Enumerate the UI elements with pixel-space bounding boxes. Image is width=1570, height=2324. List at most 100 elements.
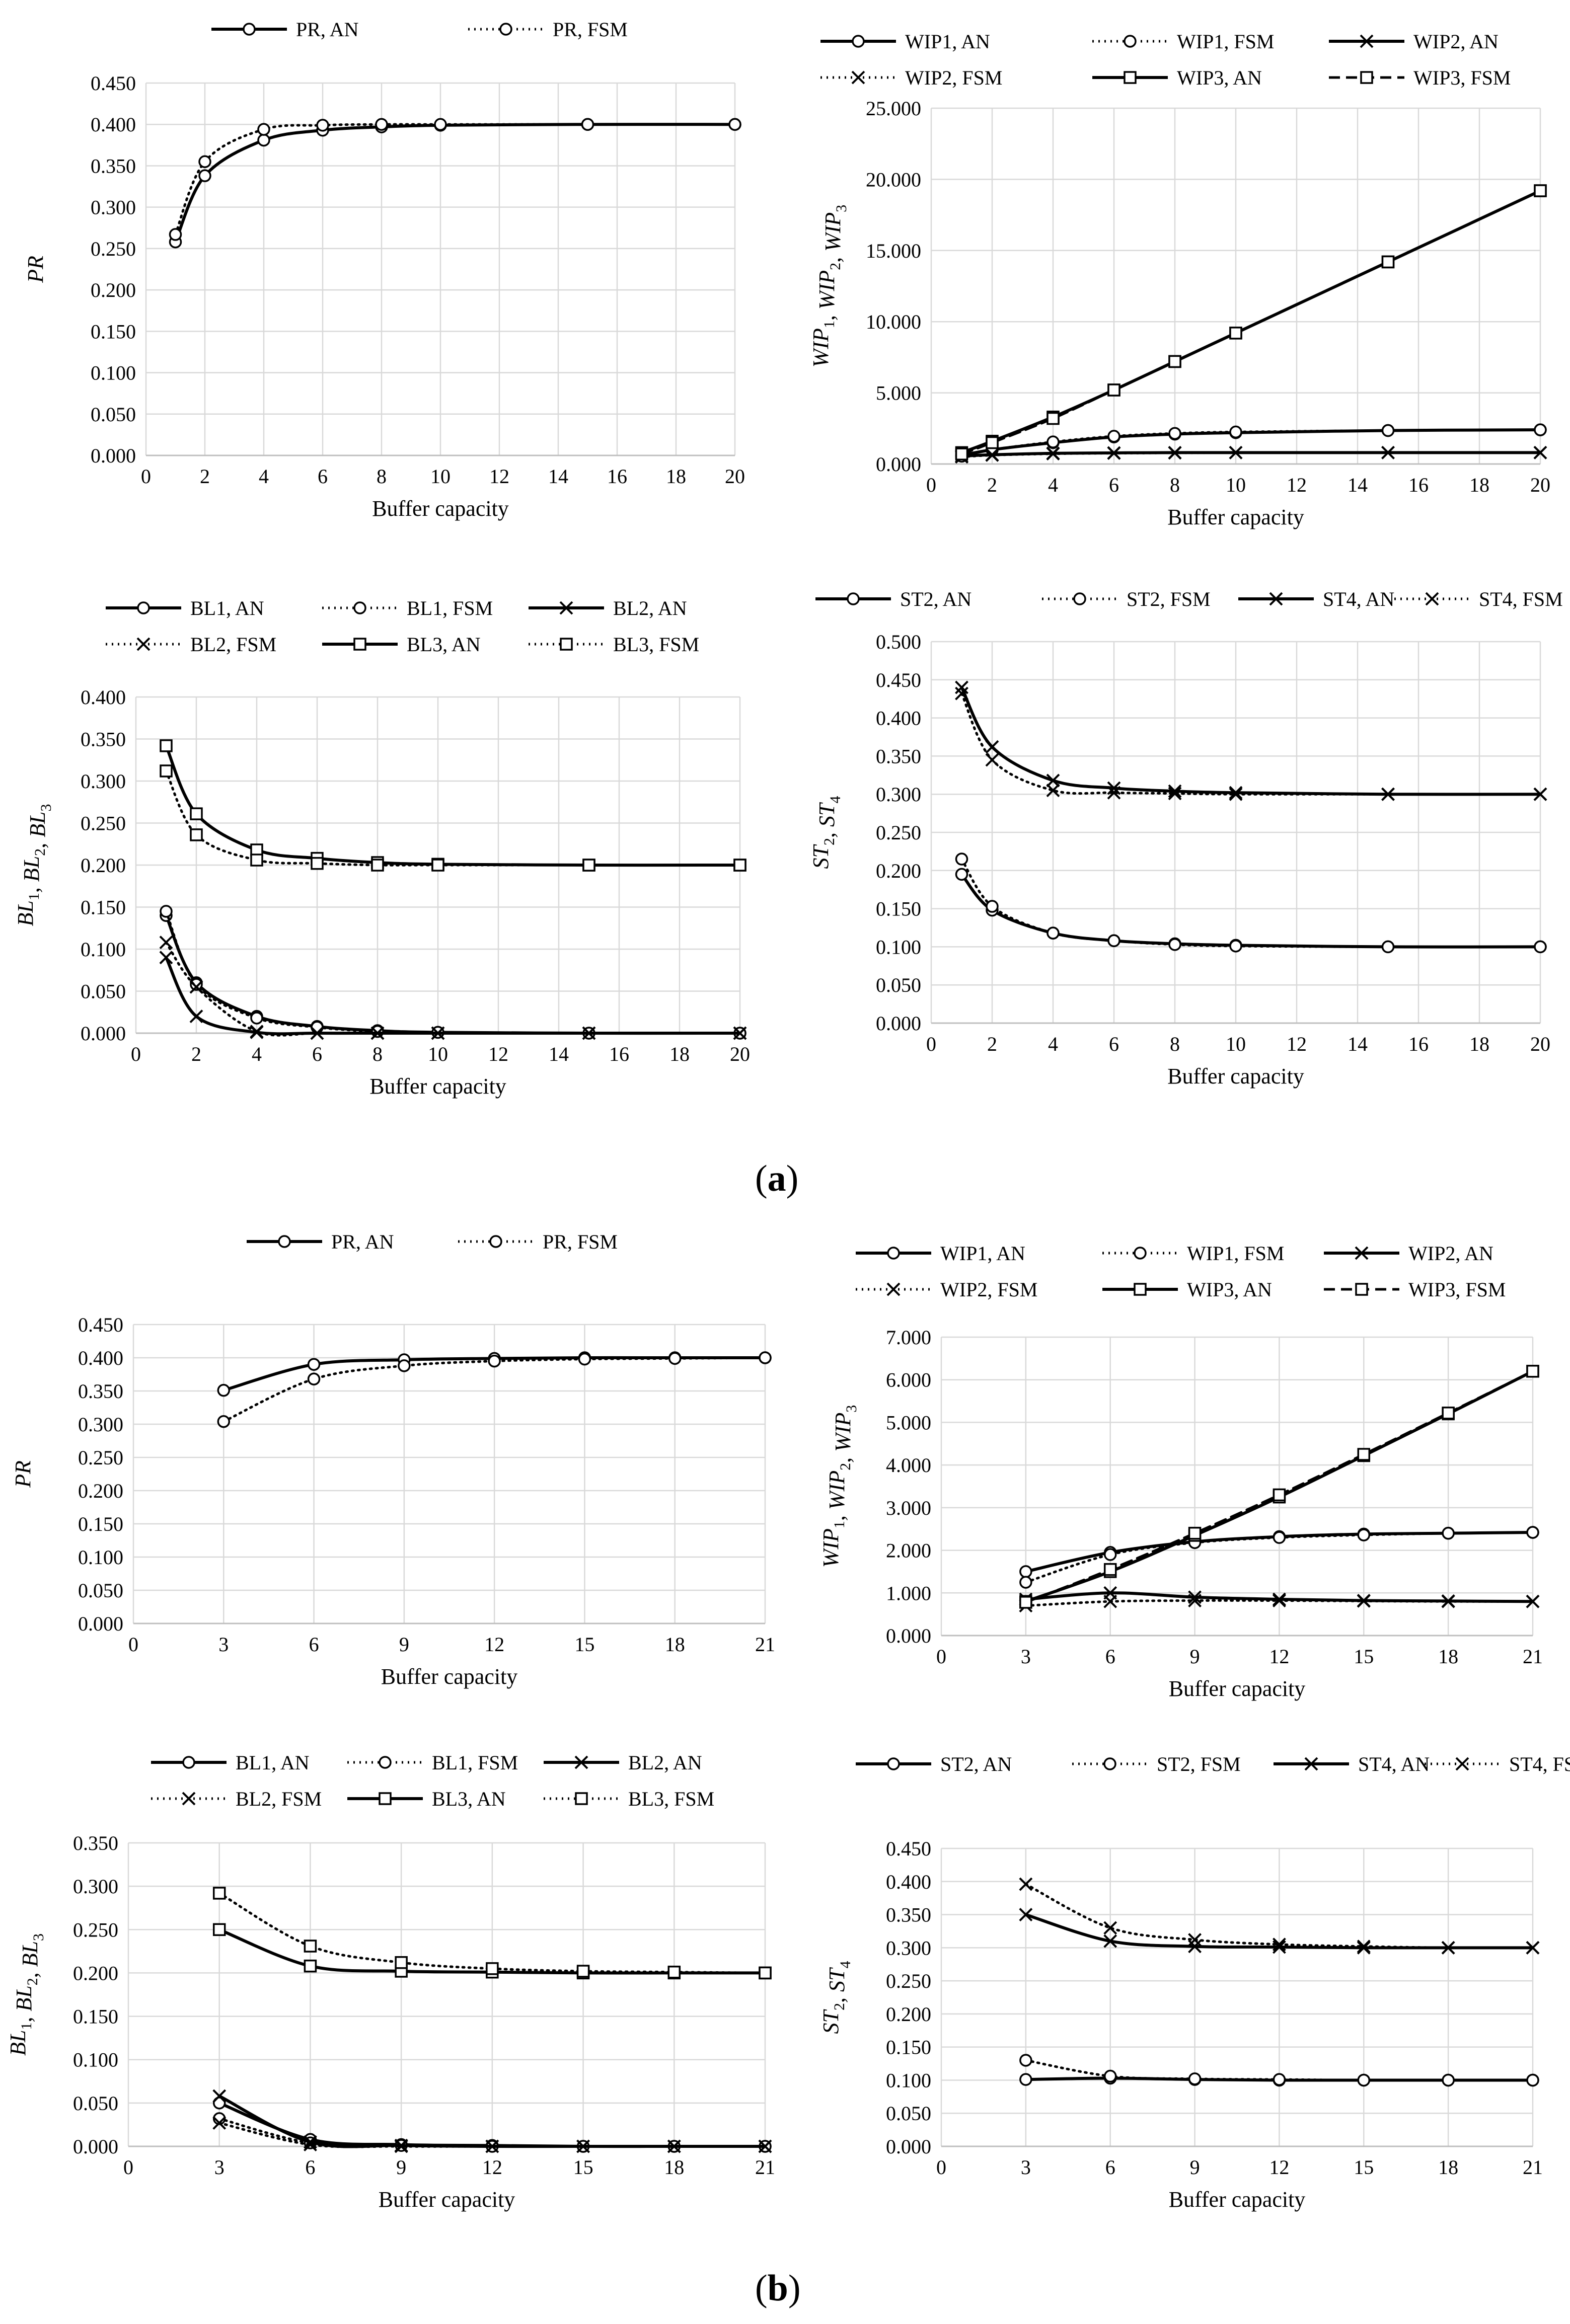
legend-marker [353,638,366,651]
y-tick-label: 0.100 [886,2069,931,2091]
y-tick-label: 0.100 [876,936,921,958]
x-tick-label: 9 [1190,1645,1200,1668]
x-tick-label: 3 [1021,1645,1031,1668]
data-point [985,448,999,462]
x-axis-title: Buffer capacity [381,1664,518,1689]
data-point [1534,940,1547,954]
data-point [1381,787,1395,801]
data-point [1103,1921,1117,1935]
data-point [190,807,203,820]
x-tick-label: 8 [1170,474,1180,496]
x-tick-label: 15 [1354,1645,1374,1668]
y-tick-label: 0.400 [81,686,126,709]
legend-marker [1360,71,1373,84]
legend-marker [1134,1247,1147,1260]
data-point [582,1026,596,1040]
legend-marker [136,637,151,651]
legend-label: WIP1, AN [905,30,990,53]
y-tick-label: 0.400 [886,1871,931,1893]
x-tick-label: 6 [312,1043,322,1065]
data-point [1019,1908,1033,1921]
x-tick-label: 21 [1523,1645,1543,1668]
data-point [1046,447,1060,461]
y-tick-label: 0.200 [81,854,126,877]
legend-label: ST4, FSM [1479,588,1563,610]
data-point [955,686,968,701]
data-point [304,2138,317,2151]
x-tick-label: 2 [987,474,997,496]
data-point [304,1959,317,1973]
y-tick-label: 0.050 [91,403,136,426]
data-point [1168,938,1181,951]
x-tick-label: 0 [926,474,936,496]
y-tick-label: 0.200 [78,1480,123,1502]
data-point [307,1358,321,1371]
legend-label: BL2, FSM [190,633,276,656]
legend-label: WIP2, FSM [905,66,1002,89]
x-tick-label: 14 [549,1043,569,1065]
data-point [1168,446,1182,460]
data-point [1357,1448,1371,1461]
data-point [986,436,999,449]
legend-marker [1355,1283,1368,1296]
y-tick-label: 0.150 [876,898,921,920]
x-tick-label: 16 [1408,1033,1429,1055]
data-point [667,1965,681,1979]
x-tick-label: 21 [755,2156,775,2179]
data-point [1103,1563,1117,1576]
data-point [485,2139,499,2153]
x-axis-title: Buffer capacity [1167,1064,1304,1089]
x-tick-label: 2 [987,1033,997,1055]
data-point [1019,2054,1032,2067]
data-point [160,905,173,918]
data-point [759,1351,772,1364]
legend-label: BL3, AN [432,1788,506,1810]
data-point [257,133,270,147]
data-point [1273,1531,1286,1544]
data-point [316,119,329,132]
data-point [1273,1488,1286,1502]
x-tick-label: 8 [372,1043,383,1065]
legend-marker [887,1757,900,1770]
legend-marker [887,1247,900,1260]
legend-label: WIP3, AN [1177,66,1262,89]
legend-marker [1103,1757,1116,1770]
data-point [576,1965,590,1978]
panel-label-a: (a) [755,1158,799,1199]
data-point [1357,1940,1371,1954]
data-point [1442,1526,1455,1540]
y-tick-label: 0.200 [91,279,136,301]
x-tick-label: 18 [666,465,686,488]
y-tick-label: 5.000 [886,1411,931,1434]
legend-label: BL2, AN [613,597,687,619]
y-tick-label: 0.000 [876,453,921,476]
x-tick-label: 0 [128,1633,138,1656]
legend-marker [1455,1757,1469,1771]
legend-label: WIP3, FSM [1408,1278,1506,1301]
x-tick-label: 0 [936,2156,946,2179]
data-point [1046,435,1060,448]
data-point [1381,445,1395,459]
data-point [431,859,444,872]
x-tick-label: 16 [609,1043,629,1065]
data-point [431,1026,445,1040]
data-point [1019,1576,1032,1589]
chart-b_bl: 0 3 6 9 12 15 18 21 0.000 0.050 0.100 0.150 0.200 0.2… [6,1751,775,2212]
y-axis-title: BL1, BL2, BL3 [13,804,54,926]
legend-label: WIP2, AN [1408,1242,1493,1265]
y-axis-title: ST2, ST4 [808,796,844,869]
x-tick-label: 18 [1469,1033,1489,1055]
y-tick-label: 0.000 [91,444,136,467]
data-point [159,936,173,950]
x-tick-label: 4 [1048,474,1058,496]
data-point [955,447,968,460]
y-tick-label: 0.150 [81,896,126,919]
data-point [1526,1594,1540,1608]
y-tick-label: 0.200 [876,860,921,882]
x-tick-label: 18 [669,1043,690,1065]
data-point [1168,787,1182,801]
data-point [1526,1941,1540,1955]
x-tick-label: 14 [1348,1033,1368,1055]
data-point [728,118,741,131]
x-tick-label: 18 [665,1633,685,1656]
